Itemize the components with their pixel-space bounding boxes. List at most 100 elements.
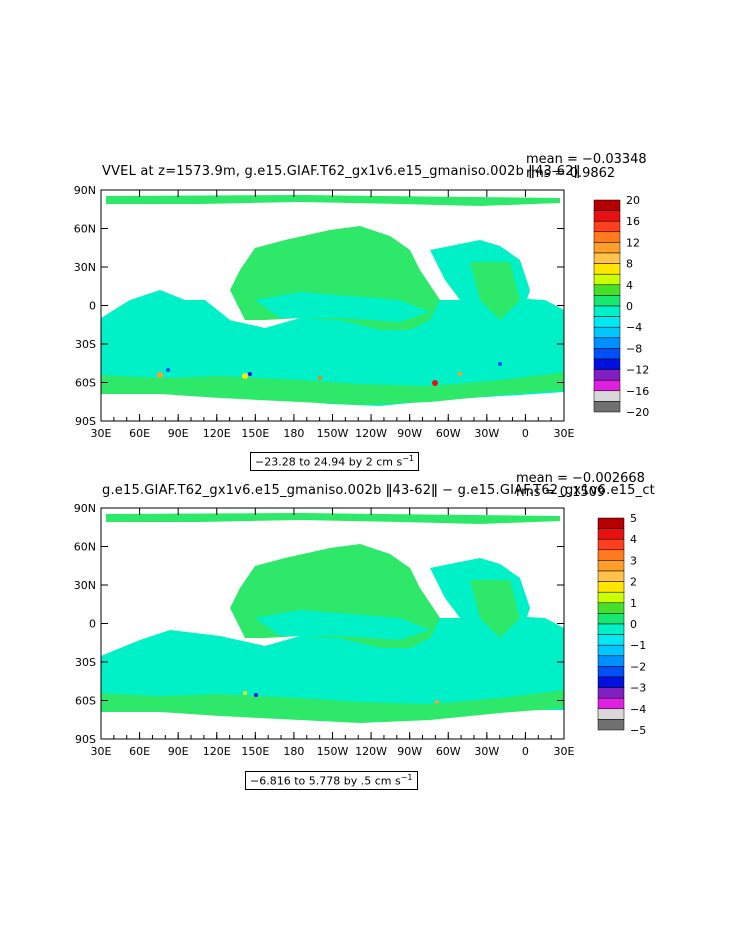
ocean-field xyxy=(101,513,564,739)
colorbar-swatch xyxy=(597,666,625,678)
colorbar-label: −5 xyxy=(630,724,646,737)
colorbar-swatch xyxy=(597,613,625,625)
x-tick-label: 60E xyxy=(129,427,150,440)
x-tick-label: 60W xyxy=(436,427,461,440)
colorbar-label: −8 xyxy=(626,342,642,355)
colorbar-label: 2 xyxy=(630,576,637,589)
colorbar-label: 0 xyxy=(626,300,633,313)
x-tick-label: 90E xyxy=(168,427,189,440)
colorbar-label: 3 xyxy=(630,554,637,567)
x-tick-label: 30E xyxy=(554,427,575,440)
y-axis: 90N 60N 30N 0 30S 60S 90S xyxy=(74,184,564,428)
colorbar-swatch xyxy=(597,623,625,635)
colorbar-label: −20 xyxy=(626,406,649,419)
x-tick-label: 180 xyxy=(283,427,304,440)
colorbar-label: −4 xyxy=(630,703,646,716)
x-tick-label: 0 xyxy=(522,427,529,440)
map-title: g.e15.GIAF.T62_gx1v6.e15_gmaniso.002b ǁ4… xyxy=(102,483,655,498)
x-tick-label: 90E xyxy=(168,745,189,758)
colorbar-swatch xyxy=(597,644,625,657)
x-tick-label: 120E xyxy=(203,427,231,440)
colorbar-swatch xyxy=(593,273,621,286)
colorbar-swatch xyxy=(597,549,625,561)
x-tick-label: 30W xyxy=(474,745,499,758)
colorbar-label: 20 xyxy=(626,194,640,207)
x-tick-label: 120W xyxy=(355,427,387,440)
y-tick-label: 60N xyxy=(74,223,96,236)
x-tick-label: 120E xyxy=(203,745,231,758)
range-note: −23.28 to 24.94 by 2 cm s−1 xyxy=(250,452,420,471)
colorbar-swatch xyxy=(593,284,621,296)
colorbar-swatch xyxy=(597,676,625,688)
colorbar-swatch xyxy=(593,242,621,254)
y-tick-label: 60N xyxy=(74,541,96,554)
y-tick-label: 90N xyxy=(74,184,96,197)
colorbar-swatch xyxy=(593,252,621,264)
colorbar-swatch xyxy=(597,602,625,614)
colorbar-label: −16 xyxy=(626,385,649,398)
y-tick-label: 90S xyxy=(75,415,96,428)
colorbar-swatch xyxy=(597,528,625,540)
colorbar-swatch xyxy=(593,231,621,243)
colorbar-swatch xyxy=(593,199,621,211)
colorbar-swatch xyxy=(597,697,625,710)
y-tick-label: 30N xyxy=(74,261,96,274)
x-tick-label: 150W xyxy=(317,745,349,758)
colorbar-label: −3 xyxy=(630,682,646,695)
x-tick-label: 30E xyxy=(91,745,112,758)
colorbar-label: 0 xyxy=(630,618,637,631)
colorbar-swatch xyxy=(597,719,625,731)
colorbar: 5 4 3 2 1 0 −1 −2 −3 −4 −5 xyxy=(597,512,646,737)
x-axis: 30E 60E 90E 120E 150E 180 150W 120W 90W 60W 30W 0 30… xyxy=(91,190,575,440)
rms-stat: rms = 0.1509 xyxy=(516,485,606,500)
x-tick-label: 30E xyxy=(554,745,575,758)
y-tick-label: 60S xyxy=(75,377,96,390)
colorbar-label: −2 xyxy=(630,660,646,673)
x-tick-label: 150E xyxy=(241,427,269,440)
y-tick-label: 0 xyxy=(89,618,96,631)
x-tick-label: 60E xyxy=(129,745,150,758)
mean-stat: mean = −0.03348 xyxy=(526,152,647,167)
colorbar-label: 8 xyxy=(626,258,633,271)
x-tick-label: 180 xyxy=(283,745,304,758)
x-tick-label: 90W xyxy=(397,745,422,758)
x-tick-label: 120W xyxy=(355,745,387,758)
colorbar-swatch xyxy=(593,263,621,275)
colorbar-swatch xyxy=(593,295,621,307)
colorbar-swatch xyxy=(597,591,625,604)
colorbar-swatch xyxy=(597,560,625,572)
y-tick-label: 60S xyxy=(75,695,96,708)
x-tick-label: 90W xyxy=(397,427,422,440)
colorbar-swatch xyxy=(593,401,621,413)
colorbar-label: 16 xyxy=(626,215,640,228)
mean-stat: mean = −0.002668 xyxy=(516,471,645,486)
x-tick-label: 150W xyxy=(317,427,349,440)
map-svg: 90N 60N 30N 0 30S 60S 90S 30E 60E 90E 120E 150E 180… xyxy=(74,184,649,440)
colorbar-label: −12 xyxy=(626,364,649,377)
colorbar-swatch xyxy=(597,517,625,529)
y-tick-label: 90N xyxy=(74,502,96,515)
colorbar-label: 5 xyxy=(630,512,637,525)
x-axis: 30E 60E 90E 120E 150E 180 150W 120W 90W 60W 30W 0 30… xyxy=(91,508,575,758)
y-tick-label: 30N xyxy=(74,579,96,592)
colorbar-label: 1 xyxy=(630,597,637,610)
colorbar-label: −4 xyxy=(626,321,642,334)
colorbar-swatch xyxy=(597,687,625,699)
colorbar-swatch xyxy=(593,210,621,222)
x-tick-label: 60W xyxy=(436,745,461,758)
colorbar-swatch xyxy=(593,305,621,317)
x-tick-label: 150E xyxy=(241,745,269,758)
rms-stat: rms = 0.9862 xyxy=(526,166,616,181)
colorbar-swatch xyxy=(597,538,625,551)
colorbar: 20 16 12 8 4 0 −4 −8 −12 −16 −20 xyxy=(593,194,649,419)
y-tick-label: 90S xyxy=(75,733,96,746)
map-svg: 90N 60N 30N 0 30S 60S 90S 30E 60E 90E 120E 150E 180… xyxy=(74,502,646,758)
range-note: −6.816 to 5.778 by .5 cm s−1 xyxy=(245,771,418,790)
map-title: VVEL at z=1573.9m, g.e15.GIAF.T62_gx1v6.… xyxy=(102,164,581,179)
colorbar-swatch xyxy=(593,220,621,233)
x-tick-label: 30W xyxy=(474,427,499,440)
y-tick-label: 30S xyxy=(75,656,96,669)
colorbar-label: −1 xyxy=(630,639,646,652)
colorbar-swatch xyxy=(597,708,625,720)
x-tick-label: 30E xyxy=(91,427,112,440)
